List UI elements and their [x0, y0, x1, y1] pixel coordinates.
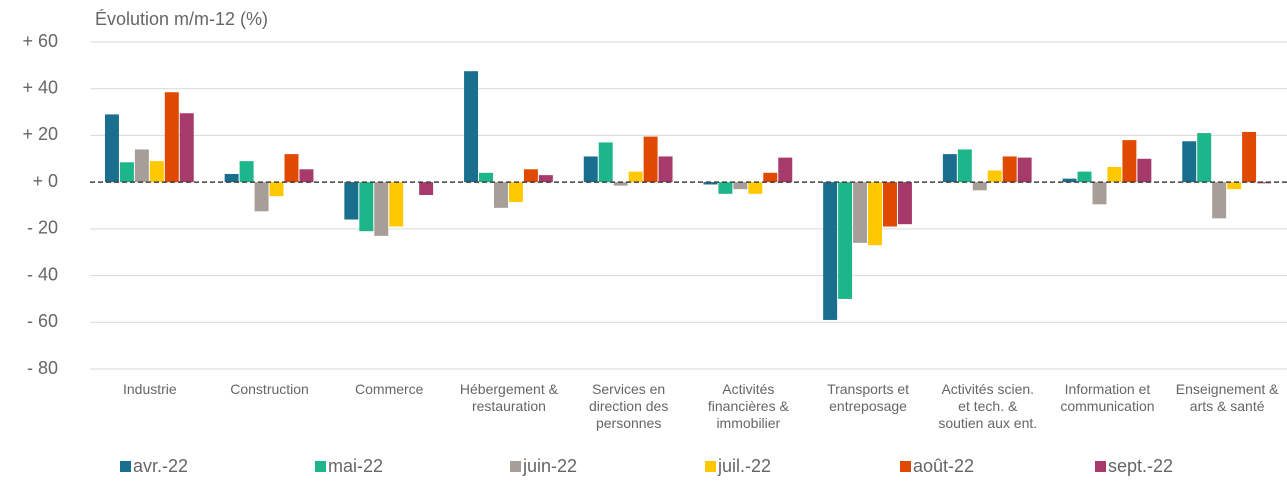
chart-title: Évolution m/m-12 (%)	[95, 9, 268, 29]
x-tick-label: Services en direction des personnes	[589, 381, 668, 431]
bar	[389, 182, 404, 227]
y-tick-label: + 20	[22, 124, 58, 144]
bar	[344, 182, 359, 220]
x-tick-label: Hébergement & restauration	[460, 381, 559, 414]
x-tick-label: Activités financières & immobilier	[708, 381, 790, 431]
y-tick-label: - 20	[27, 218, 58, 238]
bar	[1227, 182, 1242, 190]
bar	[134, 149, 149, 183]
bar	[1242, 131, 1257, 183]
bar	[703, 182, 718, 185]
y-tick-label: + 40	[22, 77, 58, 97]
bar	[853, 182, 868, 243]
bar	[164, 92, 179, 183]
legend-label: mai-22	[328, 456, 383, 476]
bar	[224, 173, 239, 183]
bar	[972, 182, 987, 191]
bar	[643, 136, 658, 183]
bar	[254, 182, 269, 212]
bar	[987, 170, 1002, 183]
bar	[1077, 171, 1092, 183]
legend-swatch	[900, 461, 911, 472]
y-tick-label: - 60	[27, 311, 58, 331]
bar	[419, 182, 434, 195]
bar	[897, 182, 912, 225]
bar	[1137, 158, 1152, 183]
bar	[598, 142, 613, 183]
legend-swatch	[120, 461, 131, 472]
bar	[748, 182, 763, 194]
bar	[778, 157, 793, 183]
bar	[284, 154, 299, 183]
legend-swatch	[510, 461, 521, 472]
bar	[658, 156, 673, 183]
bar	[179, 113, 194, 183]
legend-swatch	[1095, 461, 1106, 472]
legend-label: juin-22	[522, 456, 577, 476]
bar	[374, 182, 389, 236]
x-tick-label: Enseignement & arts & santé	[1176, 381, 1279, 414]
bar	[239, 161, 254, 183]
legend-swatch	[705, 461, 716, 472]
bar	[149, 161, 164, 183]
legend-label: avr.-22	[133, 456, 188, 476]
bar	[508, 182, 523, 202]
bar	[464, 71, 479, 183]
legend-swatch	[315, 461, 326, 472]
bar	[823, 182, 838, 320]
x-tick-label: Activités scien. et tech. & soutien aux en…	[938, 381, 1037, 431]
y-tick-label: + 60	[22, 31, 58, 51]
bar	[763, 172, 778, 183]
bar	[583, 156, 598, 183]
bar	[613, 182, 628, 186]
x-tick-label: Information et communication	[1060, 381, 1154, 414]
bar	[883, 182, 897, 227]
bar	[942, 154, 957, 183]
bar	[733, 182, 748, 190]
bar	[1182, 141, 1197, 183]
bar	[299, 169, 314, 183]
bar	[868, 182, 883, 246]
bar	[1197, 133, 1212, 183]
bar	[957, 149, 972, 183]
bar	[1062, 178, 1077, 183]
bar	[1002, 156, 1017, 183]
bar	[538, 175, 553, 183]
bar	[1017, 157, 1032, 183]
x-tick-label: Industrie	[123, 381, 177, 397]
bar	[359, 182, 374, 232]
x-tick-label: Construction	[230, 381, 309, 397]
bar	[1092, 182, 1107, 205]
bar	[1107, 166, 1122, 183]
bar	[1212, 182, 1227, 219]
x-tick-label: Commerce	[355, 381, 424, 397]
bar	[269, 182, 284, 197]
legend-label: août-22	[913, 456, 974, 476]
bar	[718, 182, 733, 194]
y-tick-label: - 40	[27, 264, 58, 284]
bar	[1122, 140, 1137, 183]
bar	[119, 162, 134, 183]
bar	[628, 171, 643, 183]
bar	[479, 172, 493, 183]
x-tick-label: Transports et entreposage	[827, 381, 909, 414]
bar	[838, 182, 853, 299]
y-tick-label: + 0	[32, 171, 58, 191]
bar	[1257, 182, 1272, 184]
bar	[523, 169, 538, 183]
y-tick-label: - 80	[27, 358, 58, 378]
legend-label: sept.-22	[1108, 456, 1173, 476]
legend-label: juil.-22	[717, 456, 771, 476]
bar	[104, 114, 119, 183]
bar	[493, 182, 508, 208]
